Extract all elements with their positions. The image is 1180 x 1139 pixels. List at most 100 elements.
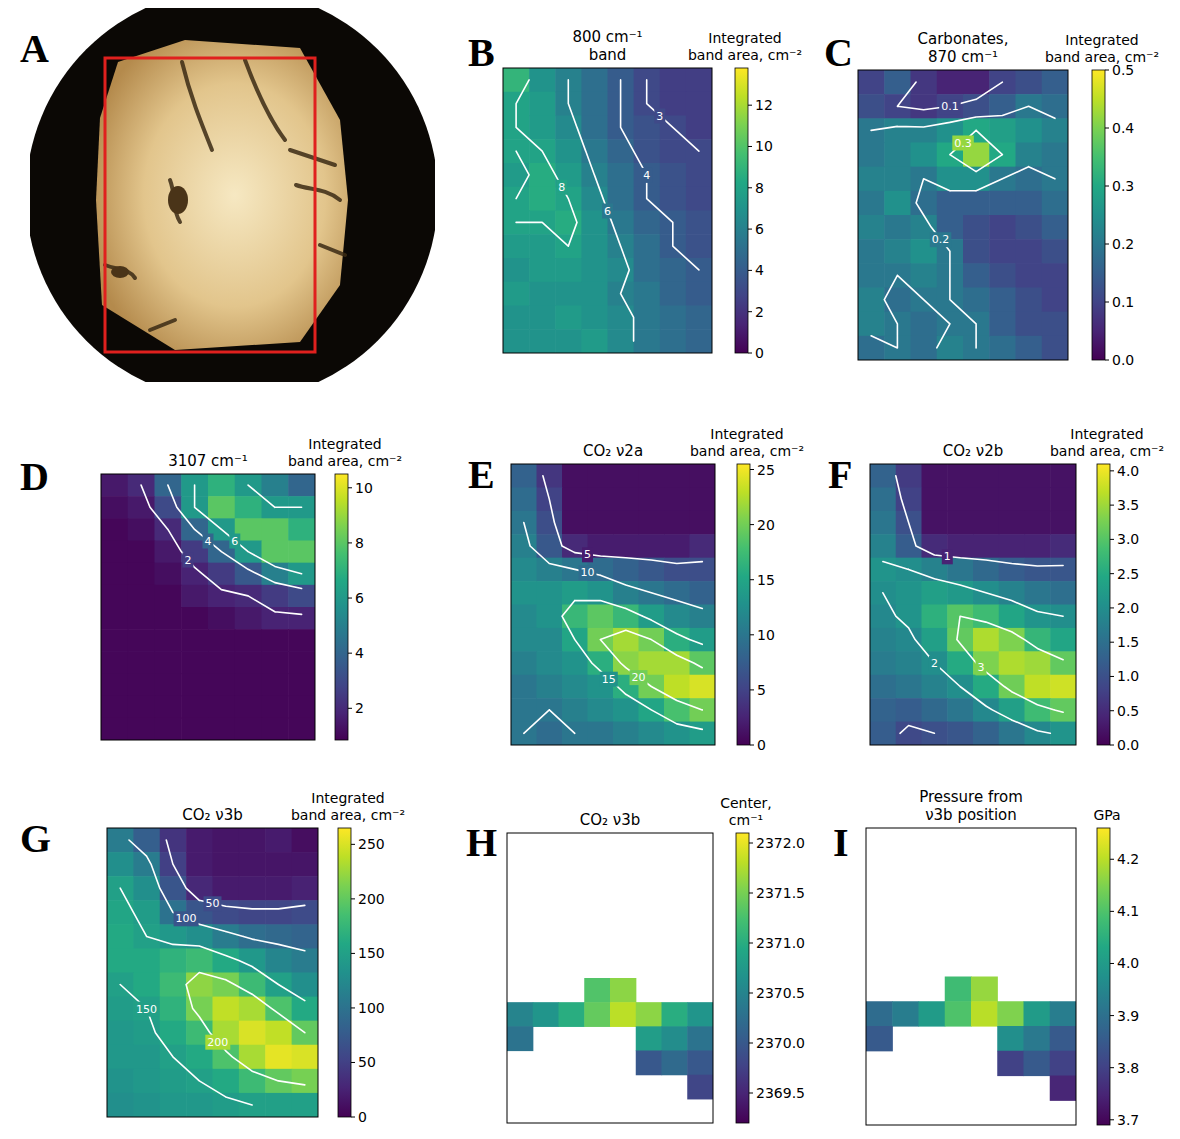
heatmap [870,464,1076,745]
heatmap-cell [101,563,128,586]
heatmap-cell [584,1002,610,1027]
heatmap-cell [973,675,999,699]
contour-label: 3 [656,110,663,123]
plot-frame [503,68,712,353]
heatmap-cell [963,191,990,216]
panel-title: CO₂ ν3b [182,806,243,824]
heatmap-cell [999,675,1025,699]
label-patch [203,534,214,549]
heatmap-cell [160,973,187,998]
heatmap-cell [999,722,1025,745]
heatmap-cell [896,628,922,652]
heatmap-cell [503,306,530,330]
heatmap-cell [973,464,999,488]
heatmap-cell [588,605,614,629]
heatmap-cell [858,263,885,288]
heatmap-cell [686,306,712,330]
heatmap-cell [133,1093,160,1117]
heatmap-cell [1016,263,1043,288]
selection-box [105,58,315,352]
heatmap-cell [870,487,896,511]
heatmap-cell [107,852,134,877]
panel-title: Carbonates, [918,30,1009,48]
heatmap-cell [937,94,964,119]
heatmap-cell [555,282,582,306]
contour-label: 0.2 [932,233,950,246]
heatmap-cell [533,1002,559,1027]
heatmap [101,474,315,740]
heatmap-cell [613,558,639,582]
panel: 3468800 cm⁻¹band024681012Integratedband … [503,28,802,361]
heatmap-cell [1016,215,1043,240]
heatmap-cell [999,651,1025,675]
panel-title: band [589,46,627,64]
heatmap-cell [128,718,155,740]
heatmap-cell [690,722,716,745]
heatmap-cell [1042,336,1068,360]
colorbar-label: GPa [1093,807,1120,823]
colorbar-tick [1110,505,1114,506]
heatmap-cell [896,581,922,605]
heatmap-cell [608,258,635,282]
heatmap-cell [208,496,235,519]
colorbar-tick [749,993,753,994]
colorbar-tick-label: 2 [755,304,764,320]
panel: 50100150200CO₂ ν3b050100150200250Integra… [107,790,405,1125]
heatmap-cell [101,696,128,719]
colorbar-tick [1110,1119,1114,1120]
heatmap-cell [999,464,1025,488]
plot-background [858,70,1068,360]
heatmap-cell [235,607,262,630]
colorbar-tick [750,634,754,635]
plot-frame [870,464,1076,745]
heatmap-cell [922,464,948,488]
colorbar-tick [1105,186,1109,187]
heatmap-cell [208,474,235,497]
contour-line [524,523,703,734]
colorbar-label: Integrated [1070,426,1143,442]
heatmap-cell [511,698,537,722]
heatmap-cell [1024,1026,1051,1051]
heatmap-cell [1025,698,1051,722]
colorbar-tick [1110,1067,1114,1068]
heatmap-cell [922,511,948,535]
heatmap-cell [128,518,155,541]
heatmap-cell [660,163,687,187]
heatmap-cell [265,852,292,877]
heatmap-cell [922,581,948,605]
heatmap-cell [581,258,608,282]
colorbar-label: band area, cm⁻² [288,453,402,469]
colorbar-tick [351,898,355,899]
heatmap-cell [1042,94,1068,119]
heatmap-cell [1016,239,1043,264]
heatmap-cell [945,1001,972,1026]
heatmap-cell [1050,1001,1076,1026]
heatmap-cell [1025,558,1051,582]
heatmap-cell [947,511,973,535]
colorbar-label: band area, cm⁻² [1050,443,1164,459]
heatmap-cell [858,215,885,240]
contour-label: 200 [207,1036,228,1049]
label-patch [654,109,665,124]
heatmap-cell [989,263,1016,288]
heatmap-cell [884,191,911,216]
contour-line [120,888,305,1105]
panel: 0.10.20.3Carbonates,870 cm⁻¹0.00.10.20.3… [858,30,1159,368]
panel: 5101520CO₂ ν2a0510152025Integratedband a… [511,426,804,753]
heatmap-cell [999,558,1025,582]
heatmap [866,977,1076,1101]
crack [150,320,175,330]
heatmap-cell [292,1093,318,1117]
heatmap-cell [537,558,563,582]
heatmap-cell [128,541,155,564]
heatmap-cell [262,651,289,674]
panel-label: D [20,454,49,499]
heatmap-cell [1050,1076,1076,1101]
label-patch [579,565,597,580]
plot-frame [511,464,715,745]
heatmap-cell [989,312,1016,337]
heatmap-cell [292,1045,318,1070]
heatmap-cell [937,70,964,95]
heatmap-cell [503,163,530,187]
heatmap-cell [529,234,556,258]
